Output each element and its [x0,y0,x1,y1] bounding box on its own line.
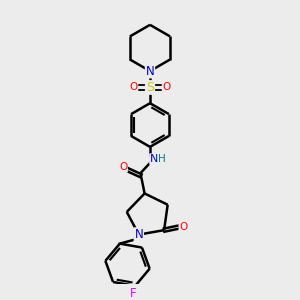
Text: N: N [150,154,158,164]
Text: H: H [158,154,166,164]
Text: S: S [146,81,154,94]
Text: F: F [130,287,137,300]
Text: O: O [179,222,188,232]
Text: N: N [146,64,154,78]
Text: O: O [129,82,137,92]
Text: O: O [119,162,127,172]
Text: N: N [134,228,143,241]
Text: O: O [163,82,171,92]
